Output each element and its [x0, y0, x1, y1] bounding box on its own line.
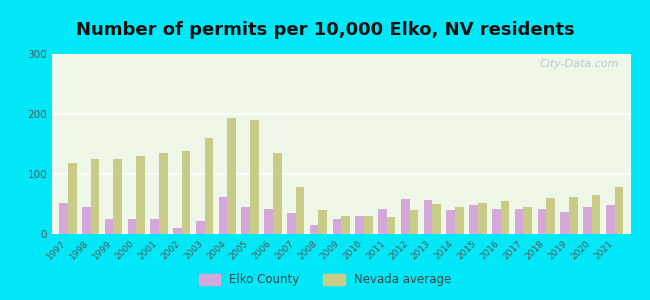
Bar [296, 187, 304, 234]
Bar [500, 201, 510, 234]
Bar [401, 199, 410, 234]
Bar [424, 200, 432, 234]
Bar [59, 203, 68, 234]
Bar [523, 207, 532, 234]
Bar [478, 203, 487, 234]
Bar [432, 204, 441, 234]
Bar [387, 217, 395, 234]
Bar [364, 216, 372, 234]
Bar [569, 197, 578, 234]
Bar [136, 156, 145, 234]
Bar [242, 207, 250, 234]
Bar [173, 228, 182, 234]
Bar [265, 209, 273, 234]
Bar [218, 197, 227, 234]
Bar [114, 159, 122, 234]
Bar [287, 213, 296, 234]
Bar [538, 209, 546, 234]
Bar [82, 207, 91, 234]
Bar [492, 209, 500, 234]
Bar [469, 205, 478, 234]
Bar [333, 219, 341, 234]
Bar [273, 153, 281, 234]
Bar [182, 151, 190, 234]
Bar [515, 209, 523, 234]
Bar [560, 212, 569, 234]
Bar [68, 163, 77, 234]
Bar [196, 221, 205, 234]
Bar [455, 207, 464, 234]
Bar [447, 210, 455, 234]
Bar [592, 195, 601, 234]
Bar [378, 209, 387, 234]
Bar [159, 153, 168, 234]
Bar [205, 138, 213, 234]
Bar [341, 216, 350, 234]
Legend: Elko County, Nevada average: Elko County, Nevada average [194, 269, 456, 291]
Bar [583, 207, 592, 234]
Bar [606, 205, 614, 234]
Bar [356, 216, 364, 234]
Bar [227, 118, 236, 234]
Text: Number of permits per 10,000 Elko, NV residents: Number of permits per 10,000 Elko, NV re… [75, 21, 575, 39]
Bar [310, 225, 318, 234]
Bar [410, 210, 418, 234]
Bar [127, 219, 136, 234]
Bar [250, 120, 259, 234]
Bar [150, 219, 159, 234]
Bar [546, 198, 555, 234]
Bar [105, 219, 114, 234]
Text: City-Data.com: City-Data.com [540, 59, 619, 69]
Bar [614, 187, 623, 234]
Bar [318, 210, 327, 234]
Bar [91, 159, 99, 234]
